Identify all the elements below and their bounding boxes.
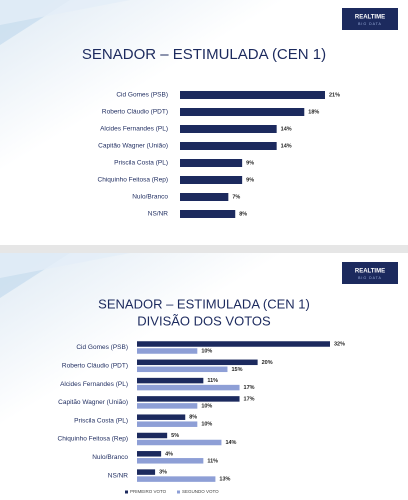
logo-box bbox=[342, 262, 398, 284]
bar bbox=[180, 193, 229, 201]
bar bbox=[180, 176, 243, 184]
value-label: 15% bbox=[231, 367, 242, 373]
category-label: Chiquinho Feitosa (Rep) bbox=[98, 177, 168, 184]
value-label: 9% bbox=[246, 160, 254, 166]
value-label: 14% bbox=[281, 126, 292, 132]
category-label: Capitão Wagner (União) bbox=[98, 143, 168, 150]
category-label: Chiquinho Feitosa (Rep) bbox=[58, 436, 128, 443]
bar bbox=[137, 341, 330, 347]
value-label: 17% bbox=[244, 385, 255, 391]
bar bbox=[137, 359, 258, 366]
bar bbox=[137, 384, 240, 391]
bar bbox=[180, 142, 277, 150]
value-label: 3% bbox=[159, 470, 167, 476]
separator bbox=[0, 245, 408, 253]
category-label: NS/NR bbox=[148, 211, 169, 218]
value-label: 5% bbox=[171, 433, 179, 439]
bar bbox=[137, 403, 198, 409]
logo-title: REALTIME bbox=[355, 269, 385, 275]
category-label: Capitão Wagner (União) bbox=[58, 399, 128, 406]
logo-box bbox=[342, 8, 398, 30]
bar bbox=[137, 432, 168, 439]
value-label: 14% bbox=[281, 143, 292, 149]
value-label: 9% bbox=[246, 177, 254, 183]
legend-label: PRIMEIRO VOTO bbox=[130, 489, 167, 494]
bar bbox=[137, 476, 216, 482]
bar bbox=[180, 125, 277, 133]
category-label: Priscila Costa (PL) bbox=[74, 417, 128, 424]
category-label: Roberto Cláudio (PDT) bbox=[62, 363, 128, 370]
bar bbox=[137, 439, 222, 446]
decoration bbox=[0, 253, 130, 278]
bar bbox=[180, 210, 236, 218]
slide-background bbox=[0, 0, 408, 245]
bar bbox=[137, 458, 204, 464]
bar bbox=[137, 348, 198, 354]
bar bbox=[137, 451, 162, 457]
value-label: 4% bbox=[165, 451, 173, 457]
value-label: 7% bbox=[232, 194, 240, 200]
value-label: 14% bbox=[225, 440, 236, 446]
category-label: NS/NR bbox=[108, 472, 129, 479]
value-label: 13% bbox=[219, 477, 230, 483]
chart-title: SENADOR – ESTIMULADA (CEN 1) bbox=[82, 46, 326, 63]
legend-swatch bbox=[125, 490, 128, 494]
value-label: 20% bbox=[262, 360, 273, 366]
value-label: 17% bbox=[244, 396, 255, 402]
value-label: 11% bbox=[207, 378, 218, 384]
value-label: 8% bbox=[189, 415, 197, 421]
category-label: Priscila Costa (PL) bbox=[114, 160, 168, 167]
category-label: Nulo/Branco bbox=[132, 194, 168, 201]
category-label: Cid Gomes (PSB) bbox=[116, 92, 168, 99]
category-label: Alcides Fernandes (PL) bbox=[60, 381, 128, 388]
value-label: 18% bbox=[308, 109, 319, 115]
bar bbox=[180, 108, 305, 116]
bar bbox=[137, 469, 156, 475]
logo-title: REALTIME bbox=[355, 15, 385, 21]
bar bbox=[180, 91, 325, 99]
bar bbox=[137, 414, 186, 420]
category-label: Cid Gomes (PSB) bbox=[76, 344, 128, 351]
value-label: 8% bbox=[239, 211, 247, 217]
chart-title: SENADOR – ESTIMULADA (CEN 1) bbox=[98, 296, 310, 311]
logo-subtitle: BIG DATA bbox=[358, 276, 382, 280]
bar bbox=[137, 421, 198, 427]
category-label: Alcides Fernandes (PL) bbox=[100, 126, 168, 133]
legend-swatch bbox=[177, 490, 180, 494]
value-label: 32% bbox=[334, 341, 345, 347]
value-label: 21% bbox=[329, 92, 340, 98]
decoration bbox=[0, 0, 130, 25]
legend-label: SEGUNDO VOTO bbox=[182, 489, 219, 494]
chart-subtitle: DIVISÃO DOS VOTOS bbox=[137, 313, 271, 328]
value-label: 10% bbox=[201, 403, 212, 409]
category-label: Nulo/Branco bbox=[92, 454, 128, 461]
value-label: 10% bbox=[201, 422, 212, 428]
bar bbox=[180, 159, 243, 167]
bar bbox=[137, 377, 204, 384]
value-label: 11% bbox=[207, 458, 218, 464]
value-label: 10% bbox=[201, 348, 212, 354]
bar bbox=[137, 366, 228, 373]
bar bbox=[137, 396, 240, 402]
slide-background bbox=[0, 253, 408, 500]
logo-subtitle: BIG DATA bbox=[358, 22, 382, 26]
category-label: Roberto Cláudio (PDT) bbox=[102, 109, 168, 116]
